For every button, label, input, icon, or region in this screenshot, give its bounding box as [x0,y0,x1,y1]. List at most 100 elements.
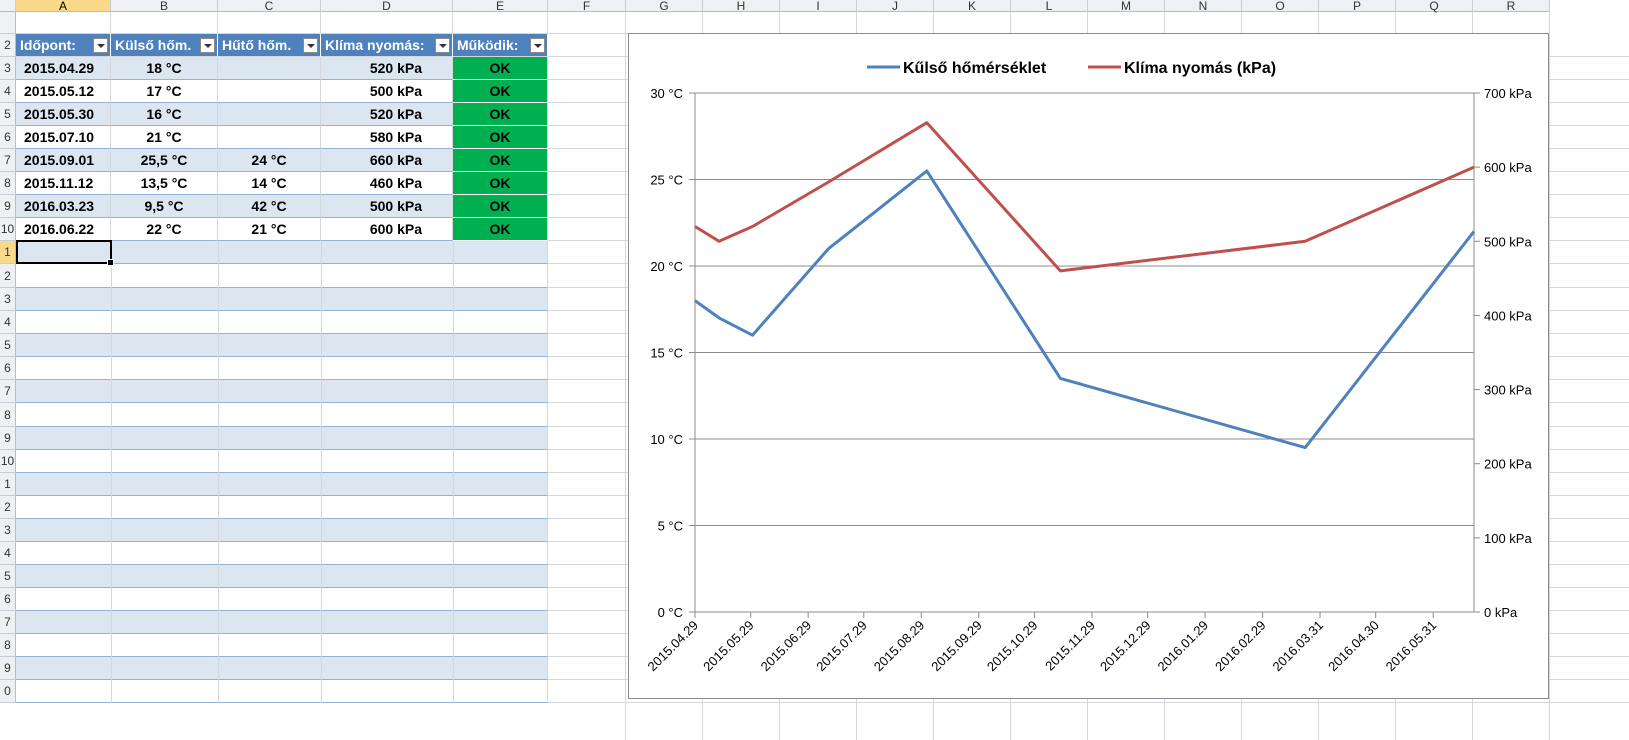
table-cell[interactable]: 2016.06.22 [16,218,111,241]
filter-dropdown-icon[interactable] [200,38,215,53]
empty-table-row[interactable] [16,334,548,357]
filter-dropdown-icon[interactable] [530,38,545,53]
column-header-n[interactable]: N [1165,0,1242,12]
row-header[interactable]: 1 [0,241,16,264]
table-header-cell[interactable]: Hűtő hőm. [218,34,321,57]
empty-table-row[interactable] [16,542,548,565]
empty-table-row[interactable] [16,634,548,657]
row-header[interactable]: 7 [0,380,16,403]
empty-cell[interactable] [218,12,321,34]
empty-cell[interactable] [626,12,703,34]
column-header-j[interactable]: J [857,0,934,12]
row-header[interactable]: 3 [0,57,16,80]
column-header-q[interactable]: Q [1396,0,1473,12]
row-header[interactable]: 9 [0,427,16,450]
table-cell[interactable]: 25,5 °C [111,149,218,172]
active-cell-selection[interactable] [16,240,114,266]
status-cell-ok[interactable]: OK [453,80,548,103]
empty-table-row[interactable] [16,264,548,288]
empty-table-row[interactable] [16,496,548,519]
table-cell[interactable]: 16 °C [111,103,218,126]
empty-cell[interactable] [111,12,218,34]
row-header[interactable] [0,12,16,34]
row-header[interactable]: 5 [0,103,16,126]
empty-cell[interactable] [1088,12,1165,34]
empty-table-row[interactable] [16,680,548,703]
empty-table-row[interactable] [16,519,548,542]
row-header[interactable]: 10 [0,218,16,241]
table-cell[interactable] [218,80,321,103]
empty-table-row[interactable] [16,588,548,611]
table-cell[interactable]: 17 °C [111,80,218,103]
empty-table-row[interactable] [16,357,548,380]
row-header[interactable]: 4 [0,80,16,103]
row-header[interactable]: 9 [0,195,16,218]
row-header[interactable]: 3 [0,519,16,542]
row-header[interactable]: 7 [0,611,16,634]
row-header[interactable]: 7 [0,149,16,172]
column-header-d[interactable]: D [321,0,453,12]
empty-cell[interactable] [1165,12,1242,34]
empty-table-row[interactable] [16,427,548,450]
table-header-cell[interactable]: Időpont: [16,34,111,57]
column-header-i[interactable]: I [780,0,857,12]
row-header[interactable]: 6 [0,126,16,149]
table-cell[interactable]: 2016.03.23 [16,195,111,218]
table-cell[interactable]: 660 kPa [321,149,453,172]
table-cell[interactable]: 9,5 °C [111,195,218,218]
table-cell[interactable]: 14 °C [218,172,321,195]
line-chart[interactable]: 0 °C 5 °C 10 °C 15 °C 20 °C 25 °C 30 °C 0 kPa 10… [628,33,1549,699]
row-header[interactable]: 3 [0,288,16,311]
column-header-m[interactable]: M [1088,0,1165,12]
table-cell[interactable]: 520 kPa [321,57,453,80]
empty-table-row[interactable] [16,611,548,634]
status-cell-ok[interactable]: OK [453,218,548,241]
select-all-corner[interactable] [0,0,16,12]
table-cell[interactable]: 13,5 °C [111,172,218,195]
table-cell[interactable]: 18 °C [111,57,218,80]
table-header-cell[interactable]: Működik: [453,34,548,57]
row-header[interactable]: 6 [0,588,16,611]
row-header[interactable]: 8 [0,403,16,427]
empty-cell[interactable] [1011,12,1088,34]
empty-cell[interactable] [703,12,780,34]
empty-table-row[interactable] [16,657,548,680]
table-cell[interactable]: 500 kPa [321,195,453,218]
column-header-f[interactable]: F [548,0,626,12]
column-header-r[interactable]: R [1473,0,1550,12]
column-header-l[interactable]: L [1011,0,1088,12]
table-cell[interactable]: 21 °C [111,126,218,149]
column-header-b[interactable]: B [111,0,218,12]
empty-cell[interactable] [1396,12,1473,34]
status-cell-ok[interactable]: OK [453,195,548,218]
status-cell-ok[interactable]: OK [453,126,548,149]
table-cell[interactable] [218,103,321,126]
table-cell[interactable]: 24 °C [218,149,321,172]
column-header-c[interactable]: C [218,0,321,12]
status-cell-ok[interactable]: OK [453,172,548,195]
table-cell[interactable]: 2015.04.29 [16,57,111,80]
row-header[interactable]: 10 [0,450,16,473]
table-cell[interactable] [218,57,321,80]
column-header-e[interactable]: E [453,0,548,12]
column-header-o[interactable]: O [1242,0,1319,12]
table-cell[interactable]: 21 °C [218,218,321,241]
row-header[interactable]: 5 [0,334,16,357]
row-header[interactable]: 4 [0,311,16,334]
column-header-g[interactable]: G [626,0,703,12]
table-cell[interactable]: 22 °C [111,218,218,241]
empty-table-row[interactable] [16,450,548,473]
table-cell[interactable] [218,126,321,149]
table-cell[interactable]: 500 kPa [321,80,453,103]
empty-table-row[interactable] [16,288,548,311]
empty-cell[interactable] [548,12,626,34]
row-header[interactable]: 4 [0,542,16,565]
status-cell-ok[interactable]: OK [453,57,548,80]
empty-cell[interactable] [1473,12,1550,34]
empty-cell[interactable] [934,12,1011,34]
table-cell[interactable]: 460 kPa [321,172,453,195]
empty-table-row[interactable] [16,241,548,264]
empty-table-row[interactable] [16,380,548,403]
column-header-a[interactable]: A [16,0,111,12]
column-header-k[interactable]: K [934,0,1011,12]
